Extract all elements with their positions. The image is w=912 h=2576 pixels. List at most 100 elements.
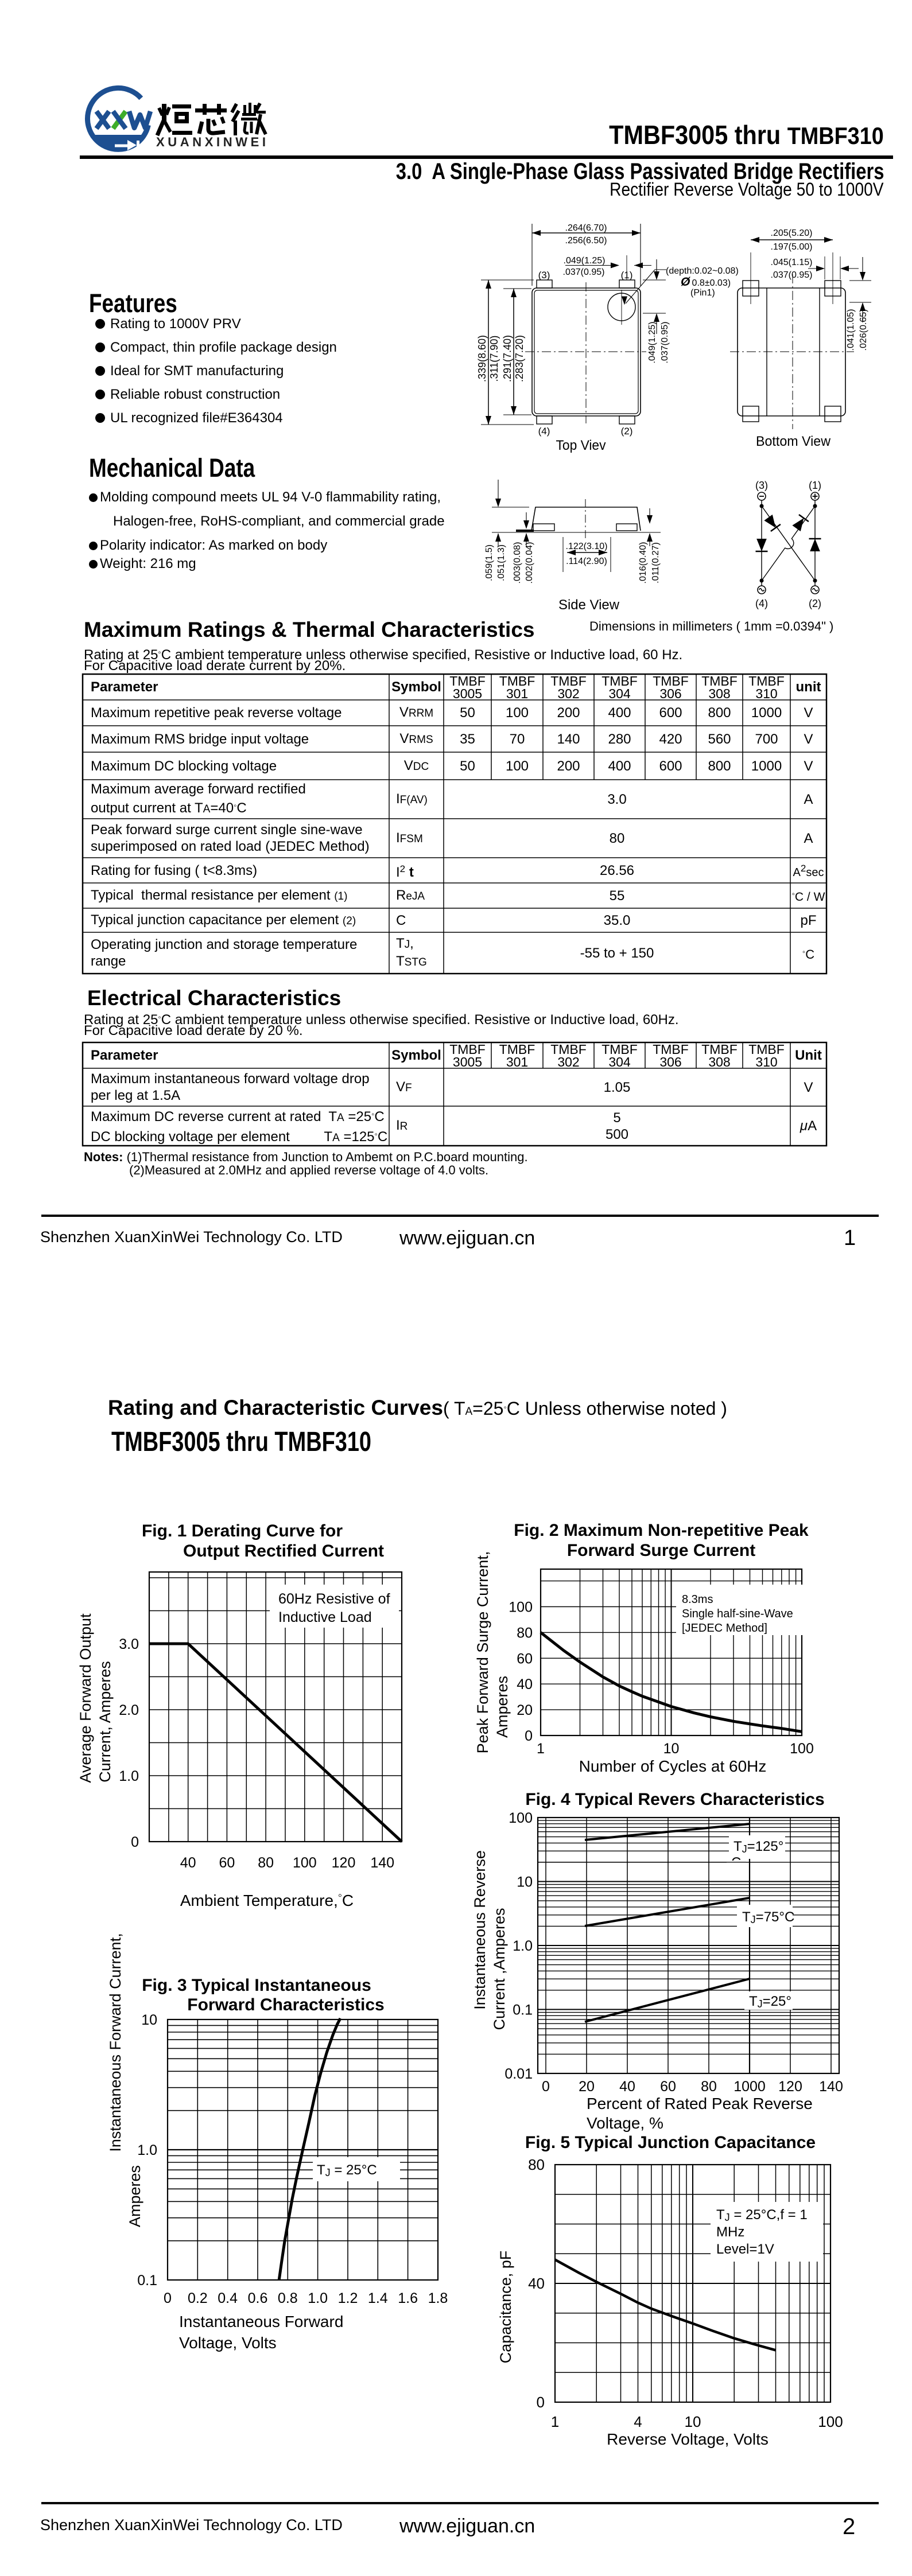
svg-text:.059(1.5): .059(1.5) [484, 544, 494, 581]
svg-text:Voltage, %: Voltage, % [587, 2114, 663, 2132]
svg-text:8.3ms: 8.3ms [682, 1593, 713, 1606]
svg-text:80: 80 [258, 1855, 274, 1871]
svg-text:0: 0 [537, 2394, 545, 2411]
svg-text:Instantaneous Forward Current,: Instantaneous Forward Current, [107, 1933, 124, 2151]
svg-text:(2): (2) [621, 426, 633, 437]
svg-text:0: 0 [525, 1728, 533, 1744]
svg-text:1: 1 [537, 1741, 545, 1757]
svg-text:1.0: 1.0 [308, 2290, 328, 2306]
svg-text:100: 100 [509, 1600, 533, 1616]
svg-text:80: 80 [528, 2156, 545, 2173]
svg-text:.045(1.15): .045(1.15) [771, 258, 813, 267]
svg-text:1.0: 1.0 [119, 1768, 139, 1784]
svg-text:Fig. 5 Typical Junction Capaci: Fig. 5 Typical Junction Capacitance [525, 2133, 816, 2152]
svg-text:1.8: 1.8 [428, 2290, 448, 2306]
svg-text:Capacitance, pF: Capacitance, pF [497, 2251, 514, 2364]
svg-text:0: 0 [131, 1834, 139, 1850]
svg-text:.026(0.65): .026(0.65) [859, 309, 868, 351]
svg-text:TJ = 25°C,f = 1: TJ = 25°C,f = 1 [716, 2207, 808, 2223]
svg-text:1.4: 1.4 [368, 2290, 388, 2306]
svg-text:.002(0.04): .002(0.04) [525, 542, 534, 584]
svg-text:0.1: 0.1 [513, 2002, 533, 2018]
svg-text:1.0: 1.0 [513, 1938, 533, 1954]
svg-text:Current ,Amperes: Current ,Amperes [491, 1908, 508, 2030]
svg-text:(2): (2) [809, 598, 821, 609]
svg-text:0.8: 0.8 [278, 2290, 298, 2306]
svg-text:.016(0.40): .016(0.40) [638, 542, 648, 584]
svg-text:Fig. 4 Typical Revers Characte: Fig. 4 Typical Revers Characteristics [525, 1790, 824, 1809]
svg-text:60: 60 [517, 1651, 533, 1667]
svg-text:3.0: 3.0 [119, 1636, 139, 1652]
svg-text:1.6: 1.6 [398, 2290, 418, 2306]
svg-text:Inductive Load: Inductive Load [278, 1609, 372, 1625]
svg-text:0.2: 0.2 [188, 2290, 208, 2306]
svg-text:1: 1 [551, 2413, 559, 2430]
svg-text:Average Forward Output: Average Forward Output [77, 1613, 94, 1783]
svg-text:TJ=25°: TJ=25° [749, 1994, 791, 2010]
svg-text:(3): (3) [538, 270, 550, 281]
svg-text:10: 10 [663, 1741, 680, 1757]
svg-text:10: 10 [685, 2413, 701, 2430]
svg-text:.291(7.40): .291(7.40) [502, 335, 513, 382]
svg-text:Fig. 3 Typical Instantaneous: Fig. 3 Typical Instantaneous [142, 1976, 371, 1995]
svg-text:40: 40 [517, 1676, 533, 1692]
svg-text:.205(5.20): .205(5.20) [771, 228, 813, 238]
svg-text:0.6: 0.6 [248, 2290, 268, 2306]
svg-text:120: 120 [778, 2079, 802, 2095]
svg-text:Reverse Voltage, Volts: Reverse Voltage, Volts [607, 2430, 769, 2448]
svg-text:(1): (1) [809, 480, 821, 491]
svg-text:2.0: 2.0 [119, 1702, 139, 1718]
svg-text:0.01: 0.01 [504, 2066, 533, 2082]
svg-text:(4): (4) [538, 426, 550, 437]
svg-text:.041(1.05): .041(1.05) [846, 309, 856, 351]
svg-text:.003(0.08): .003(0.08) [513, 542, 522, 584]
svg-text:Forward Characteristics: Forward Characteristics [187, 1995, 384, 2014]
svg-text:Voltage, Volts: Voltage, Volts [179, 2334, 277, 2352]
svg-text:1.0: 1.0 [137, 2142, 157, 2158]
svg-text:TJ=75°C: TJ=75°C [742, 1909, 794, 1925]
svg-text:Peak Forward Surge Current,: Peak Forward Surge Current, [474, 1551, 491, 1754]
svg-text:.311(7.90): .311(7.90) [488, 336, 500, 382]
svg-text:.114(2.90): .114(2.90) [566, 557, 607, 566]
svg-text:.049(1.25): .049(1.25) [647, 322, 657, 364]
svg-text:.037(0.95): .037(0.95) [771, 270, 813, 280]
svg-text:0: 0 [542, 2079, 550, 2095]
svg-text:TJ=125°: TJ=125° [734, 1839, 783, 1855]
svg-text:(3): (3) [755, 480, 768, 491]
svg-text:140: 140 [819, 2079, 843, 2095]
svg-text:.049(1.25): .049(1.25) [564, 256, 606, 266]
svg-text:Instantaneous Forward: Instantaneous Forward [179, 2313, 343, 2330]
svg-text:20: 20 [579, 2079, 595, 2095]
svg-text:120: 120 [332, 1855, 356, 1871]
svg-text:[JEDEC Method]: [JEDEC Method] [682, 1622, 767, 1635]
svg-text:MHz: MHz [716, 2224, 744, 2240]
svg-text:60Hz Resistive of: 60Hz Resistive of [278, 1591, 390, 1607]
svg-text:.197(5.00): .197(5.00) [771, 242, 813, 252]
svg-text:0.4: 0.4 [218, 2290, 238, 2306]
svg-text:.122(3.10): .122(3.10) [566, 542, 608, 551]
svg-text:80: 80 [517, 1625, 533, 1641]
svg-text:.264(6.70): .264(6.70) [565, 223, 607, 233]
svg-text:Side View: Side View [558, 597, 620, 613]
svg-text:.051(1.3): .051(1.3) [496, 544, 506, 581]
svg-text:Fig. 2 Maximum Non-repetitive: Fig. 2 Maximum Non-repetitive Peak [514, 1521, 809, 1540]
svg-text:100: 100 [509, 1810, 533, 1826]
svg-text:.339(8.60): .339(8.60) [476, 335, 488, 382]
svg-text:0.1: 0.1 [137, 2273, 157, 2289]
svg-text:.011(0.27): .011(0.27) [651, 542, 661, 583]
svg-text:Instantaneous Reverse: Instantaneous Reverse [471, 1850, 488, 2010]
svg-text:100: 100 [293, 1855, 317, 1871]
svg-text:Amperes: Amperes [126, 2165, 143, 2227]
svg-text:0: 0 [164, 2290, 172, 2306]
svg-text:Output Rectified Current: Output Rectified Current [183, 1542, 384, 1561]
svg-text:80: 80 [701, 2079, 717, 2095]
svg-text:20: 20 [517, 1702, 533, 1718]
svg-text:.037(0.95): .037(0.95) [563, 267, 605, 277]
svg-text:Current, Amperes: Current, Amperes [96, 1661, 114, 1783]
svg-text:100: 100 [818, 2413, 843, 2430]
svg-text:.037(0.95): .037(0.95) [660, 322, 670, 364]
svg-text:TJ = 25°C: TJ = 25°C [317, 2162, 377, 2178]
svg-text:60: 60 [219, 1855, 235, 1871]
svg-text:.283(7.20): .283(7.20) [514, 335, 525, 382]
svg-text:Number of Cycles at 60Hz: Number of Cycles at 60Hz [579, 1757, 767, 1775]
